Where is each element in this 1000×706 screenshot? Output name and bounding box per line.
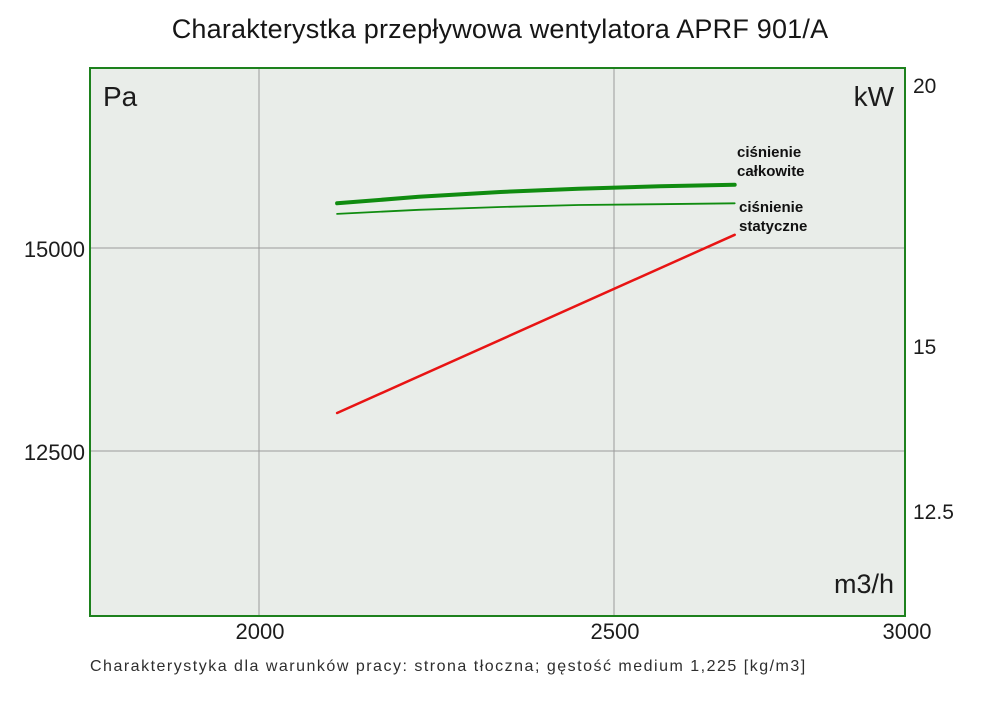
right-axis-unit-label: kW bbox=[853, 81, 894, 112]
curve-ci-nienie-statyczne bbox=[336, 202, 736, 215]
x-axis-unit-label: m3/h bbox=[833, 569, 894, 599]
legend-total-pressure: ciśnienie całkowite bbox=[737, 143, 805, 181]
plot-area: Pa kW m3/h ciśnienie całkowite ciśnienie… bbox=[89, 67, 906, 617]
x-tick-2500: 2500 bbox=[590, 619, 640, 644]
left-axis-unit-label: Pa bbox=[103, 81, 138, 112]
legend-static-line1: ciśnienie bbox=[739, 199, 804, 216]
legend-total-line2: całkowite bbox=[737, 163, 805, 180]
curve-moc bbox=[335, 233, 736, 415]
x-tick-3000: 3000 bbox=[882, 619, 932, 644]
curve-ci-nienie-ca-kowite bbox=[335, 182, 737, 206]
right-tick-15: 15 bbox=[913, 336, 937, 359]
x-tick-2000: 2000 bbox=[235, 619, 285, 644]
chart-title: Charakterystka przepływowa wentylatora A… bbox=[171, 14, 829, 44]
chart-caption: Charakterystyka dla warunków pracy: stro… bbox=[90, 658, 807, 675]
legend-static-line2: statyczne bbox=[739, 218, 808, 235]
right-tick-20: 20 bbox=[913, 75, 937, 98]
legend-static-pressure: ciśnienie statyczne bbox=[739, 198, 807, 236]
plot-svg bbox=[91, 69, 904, 615]
legend-total-line1: ciśnienie bbox=[737, 144, 802, 161]
left-tick-12500: 12500 bbox=[23, 440, 85, 465]
left-tick-15000: 15000 bbox=[23, 237, 85, 262]
right-tick-12-5: 12.5 bbox=[913, 501, 954, 524]
